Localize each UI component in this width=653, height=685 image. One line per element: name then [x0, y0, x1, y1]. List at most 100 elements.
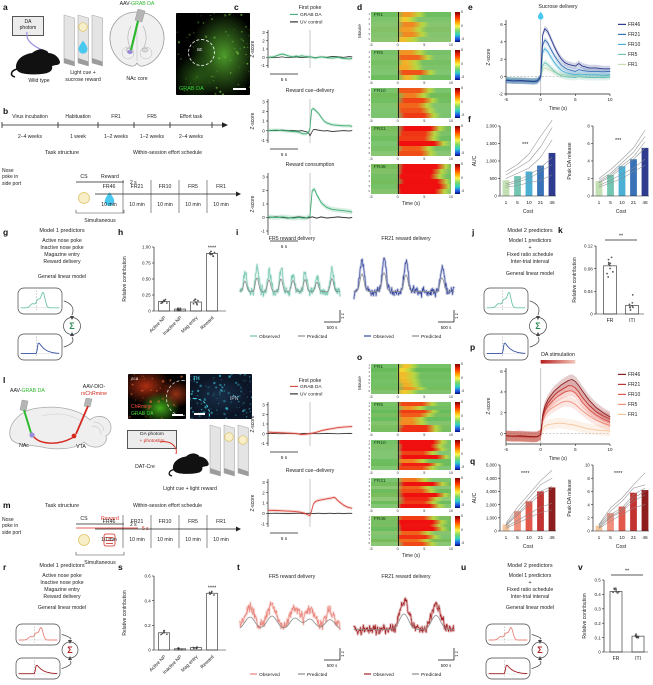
dat-cre-mouse-icon: [168, 448, 212, 483]
panel-v-chart: 0 0.1 0.2 0.3 0.4 0.5 Relative contribution ** F…: [578, 560, 653, 685]
svg-text:46: 46: [549, 200, 555, 206]
model2-title-j: Model 2 predictors: [507, 228, 553, 234]
svg-text:0.3: 0.3: [595, 607, 602, 612]
svg-text:Cost: Cost: [616, 209, 627, 215]
svg-text:Observed: Observed: [373, 672, 394, 678]
panel-a-chamber: [62, 10, 104, 75]
panel-label-t: t: [237, 562, 240, 572]
svg-text:GRAB DA: GRAB DA: [300, 12, 322, 18]
svg-text:5: 5: [609, 535, 612, 541]
svg-text:0.2: 0.2: [595, 621, 602, 626]
svg-text:2: 2: [587, 176, 590, 181]
grabda-label-2: GRAB DA: [131, 411, 154, 417]
svg-text:10: 10: [607, 97, 613, 102]
panel-j-glm: Σ: [476, 284, 571, 377]
svg-text:Relative contribution: Relative contribution: [122, 590, 128, 636]
svg-text:4: 4: [587, 159, 590, 164]
chrmine-label: ChRmine: [131, 404, 152, 410]
svg-text:2: 2: [262, 38, 265, 43]
panel-label-r: r: [3, 562, 7, 572]
svg-text:2–4 weeks: 2–4 weeks: [179, 134, 203, 140]
svg-text:Relative contribution: Relative contribution: [582, 593, 588, 639]
heatmap-FR21: FR21: [371, 126, 451, 156]
panel-label-j: j: [472, 227, 475, 237]
heatmap-FR1: FR1: [371, 12, 451, 42]
svg-text:2: 2: [587, 516, 590, 521]
glm-label-g: General linear model: [37, 274, 87, 280]
panel-label-f: f: [468, 114, 471, 124]
svg-text:FR46: FR46: [103, 519, 116, 525]
aav-grabda-label-l: AAV-GRAB DA: [10, 388, 45, 395]
panel-l-chamber: [208, 420, 250, 485]
chrmine-image: aca ChRmine GRAB DA: [128, 374, 186, 419]
svg-text:3: 3: [262, 175, 265, 180]
da-photostim-box: DA photom + photostim: [127, 430, 177, 449]
svg-text:500: 500: [490, 176, 498, 181]
svg-text:Reward cue–delivery: Reward cue–delivery: [286, 88, 335, 94]
panel-t-fr21: FR21 reward delivery 1 z 500 s Observed Pred…: [350, 570, 462, 685]
panel-c-chart: First poke 3 2 1 0 -1 Z-score 5 s GRAB DA UV cont…: [232, 0, 355, 255]
panel-q-auc: 0 1,000 2,000 3,000 4,000 5,000 AUC **** 1 5 10 21 4…: [466, 453, 561, 565]
svg-text:Simultaneous: Simultaneous: [84, 560, 116, 566]
panel-label-p: p: [470, 342, 476, 352]
panel-label-q: q: [470, 456, 476, 466]
sagittal-brain-diagram: NAc VTA: [2, 397, 120, 471]
svg-text:CS: CS: [80, 174, 88, 180]
scale-bar-3: [194, 413, 205, 415]
svg-text:5: 5: [609, 200, 612, 206]
svg-text:Observed: Observed: [259, 334, 280, 340]
svg-text:3: 3: [262, 403, 265, 408]
panel-t-fr5: FR5 reward delivery 1 z 500 s Observed Predi…: [236, 570, 348, 685]
svg-text:0: 0: [500, 74, 503, 79]
svg-text:FR1: FR1: [628, 62, 638, 68]
svg-text:0.5: 0.5: [595, 578, 602, 583]
svg-text:2: 2: [262, 490, 265, 495]
svg-text:2 s: 2 s: [130, 522, 137, 528]
svg-text:10: 10: [619, 200, 625, 206]
svg-text:4: 4: [587, 502, 590, 507]
svg-text:ITI: ITI: [635, 656, 641, 662]
svg-text:0: 0: [262, 55, 265, 60]
glm-label-r: General linear model: [37, 605, 87, 611]
svg-text:0: 0: [262, 215, 265, 220]
svg-text:AUC: AUC: [472, 492, 478, 503]
svg-text:FR: FR: [613, 656, 620, 662]
svg-text:-1: -1: [261, 138, 265, 143]
svg-text:Virus incubation: Virus incubation: [12, 114, 48, 120]
svg-text:**: **: [619, 234, 624, 240]
svg-text:0.08: 0.08: [584, 266, 593, 271]
panel-label-c: c: [234, 2, 239, 12]
svg-text:1 z: 1 z: [340, 313, 345, 319]
svg-text:Predicted: Predicted: [307, 334, 328, 340]
panel-d-heatmaps: FR1 -5 0 5 10 5 0 -5 1 2 3 4 5 6 Mouse FR5 -5 0 5 10 5 0…: [357, 10, 465, 207]
svg-text:FR5: FR5: [188, 184, 198, 190]
ipn-label: IPN: [230, 396, 239, 402]
svg-text:4,000: 4,000: [486, 476, 497, 481]
svg-text:FR10: FR10: [628, 392, 640, 398]
svg-text:0: 0: [262, 431, 265, 436]
panel-g-predictors: Model 1 predictors Active nose poke Inac…: [6, 228, 118, 281]
svg-text:0.04: 0.04: [584, 289, 593, 294]
panel-label-h: h: [118, 227, 124, 237]
panel-p-chart: DA stimulation 0 2 4 6 Z-score -5 0 5 10 Time (s) F…: [466, 338, 653, 475]
schedule-title-m: Within-session effort schedule: [132, 503, 203, 509]
svg-text:FR1: FR1: [628, 412, 638, 418]
svg-text:0: 0: [500, 431, 503, 436]
panel-f-peak: 0 2 4 6 8 Peak DA release *** 1 5 10 21 46 Cost: [563, 112, 653, 232]
svg-text:FR21: FR21: [131, 519, 144, 525]
svg-text:FR21 reward delivery: FR21 reward delivery: [381, 574, 431, 580]
svg-text:10 min: 10 min: [213, 537, 229, 543]
aav-grabda-label: AAV-GRAB DA: [104, 1, 170, 8]
svg-text:GRAB DA: GRAB DA: [300, 384, 322, 390]
iti-u: Inter-trial interval: [510, 594, 550, 600]
heatmap-FR5: FR5: [371, 50, 451, 80]
svg-text:10 min: 10 min: [129, 537, 145, 543]
svg-text:21: 21: [538, 200, 544, 206]
photom-line1: DA photom: [140, 432, 164, 437]
svg-text:6: 6: [500, 22, 503, 27]
svg-text:FR1: FR1: [111, 114, 121, 120]
svg-text:10: 10: [585, 463, 590, 468]
panel-q-peak: 0 2 4 6 8 10 Peak DA release **** 1 5 10 21 46 Cost: [563, 453, 653, 565]
svg-text:First poke: First poke: [299, 5, 322, 11]
svg-text:21: 21: [631, 200, 637, 206]
